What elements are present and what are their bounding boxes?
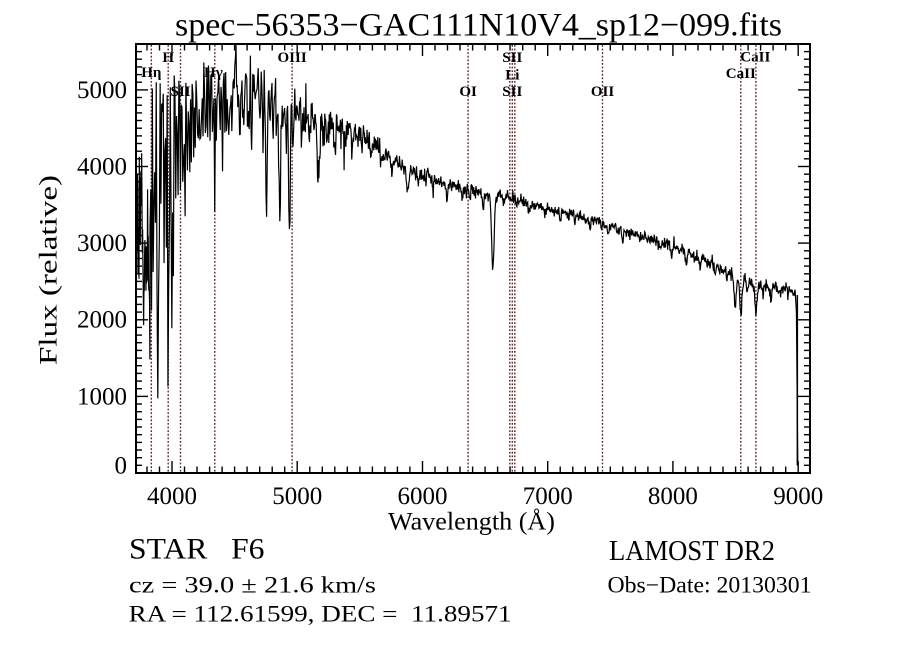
svg-text:8000: 8000: [648, 483, 698, 510]
svg-text:OI: OI: [459, 84, 477, 100]
svg-text:Hη: Hη: [141, 65, 161, 81]
svg-text:0: 0: [115, 453, 128, 480]
svg-text:Hγ: Hγ: [204, 65, 223, 81]
svg-text:H: H: [162, 50, 174, 66]
svg-text:Flux (relative): Flux (relative): [36, 175, 63, 365]
svg-text:Obs−Date: 20130301: Obs−Date: 20130301: [608, 573, 812, 598]
svg-text:7000: 7000: [523, 483, 573, 510]
svg-text:SII: SII: [170, 84, 190, 100]
svg-text:Wavelength (Å): Wavelength (Å): [388, 509, 555, 536]
svg-text:5000: 5000: [77, 77, 127, 104]
svg-text:cz = 39.0 ± 21.6 km/s: cz = 39.0 ± 21.6 km/s: [129, 573, 376, 598]
svg-text:spec−56353−GAC111N10V4_sp12−09: spec−56353−GAC111N10V4_sp12−099.fits: [175, 8, 782, 44]
svg-text:4000: 4000: [147, 483, 197, 510]
svg-text:OIII: OIII: [278, 50, 307, 66]
svg-text:Li: Li: [505, 68, 519, 84]
svg-text:1000: 1000: [77, 383, 127, 410]
svg-text:SII: SII: [502, 50, 522, 66]
svg-text:LAMOST DR2: LAMOST DR2: [609, 535, 775, 567]
svg-text:3000: 3000: [77, 230, 127, 257]
svg-text:2000: 2000: [77, 307, 127, 334]
svg-text:6000: 6000: [398, 483, 448, 510]
svg-text:CaII: CaII: [740, 50, 770, 66]
svg-text:OII: OII: [591, 84, 615, 100]
svg-text:RA = 112.61599, DEC = 11.8957: RA = 112.61599, DEC = 11.89571: [129, 602, 512, 627]
svg-text:4000: 4000: [77, 154, 127, 181]
svg-text:5000: 5000: [272, 483, 322, 510]
svg-text:9000: 9000: [773, 483, 823, 510]
svg-text:STAR F6: STAR F6: [129, 532, 265, 565]
svg-text:CaII: CaII: [726, 66, 756, 82]
svg-text:SII: SII: [502, 84, 522, 100]
